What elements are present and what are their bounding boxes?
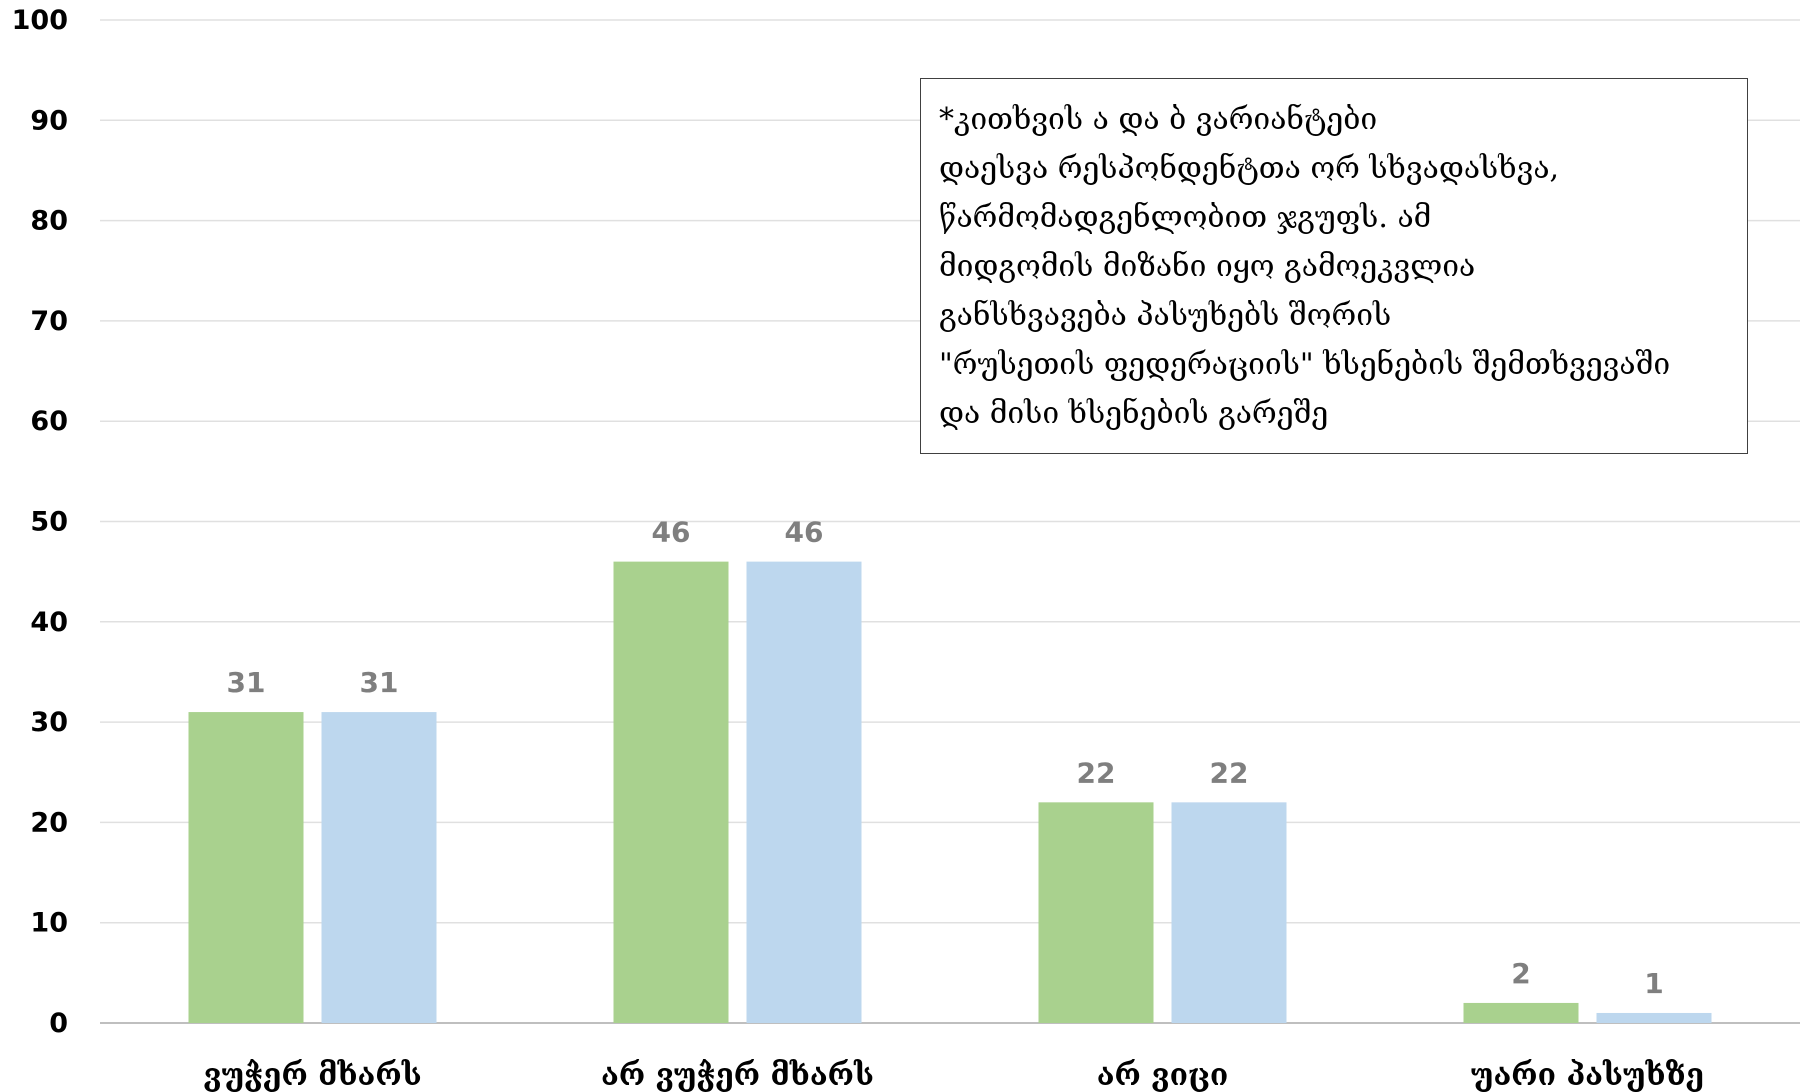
data-label: 31: [360, 666, 399, 699]
data-label: 1: [1644, 967, 1663, 1000]
y-tick-label: 60: [30, 406, 68, 437]
data-label: 46: [652, 516, 691, 549]
data-label: 2: [1511, 957, 1530, 990]
x-tick-label: ვუჭერ მხარს: [203, 1058, 421, 1092]
bar: [746, 561, 862, 1023]
bar: [1596, 1012, 1712, 1023]
y-tick-label: 100: [12, 5, 68, 36]
annotation-line: განსხვავება პასუხებს შორის: [939, 298, 1392, 333]
x-axis-ticks: ვუჭერ მხარს არ ვუჭერ მხარს არ ვიცი უარი პას…: [203, 1058, 1704, 1092]
annotation-line: დაესვა რესპონდენტთა ორ სხვადასხვა,: [939, 151, 1560, 186]
annotation-box: *კითხვის ა და ბ ვარიანტები დაესვა რესპონ…: [920, 78, 1748, 454]
y-tick-label: 80: [30, 206, 68, 237]
y-tick-label: 30: [30, 707, 68, 738]
x-tick-label: არ ვიცი: [1097, 1058, 1229, 1092]
annotation-line: მიდგომის მიზანი იყო გამოეკვლია: [939, 249, 1476, 284]
y-tick-label: 90: [30, 105, 68, 136]
y-tick-label: 10: [30, 908, 68, 939]
bars: [188, 561, 1712, 1023]
y-tick-label: 50: [30, 507, 68, 538]
x-tick-label: უარი პასუხზე: [1471, 1058, 1704, 1092]
x-tick-label: არ ვუჭერ მხარს: [601, 1058, 874, 1092]
data-label: 46: [785, 516, 824, 549]
bar: [1038, 802, 1154, 1023]
annotation-line: "რუსეთის ფედერაციის" ხსენების შემთხვევაშ…: [939, 347, 1671, 382]
y-axis-ticks: 0 10 20 30 40 50 60 70 80 90 100: [12, 5, 68, 1039]
bar: [1171, 802, 1287, 1023]
bar: [321, 712, 437, 1023]
annotation-line: და მისი ხსენების გარეშე: [939, 396, 1329, 431]
y-tick-label: 0: [49, 1008, 68, 1039]
data-label: 22: [1210, 756, 1249, 789]
bar: [188, 712, 304, 1023]
annotation-line: *კითხვის ა და ბ ვარიანტები: [939, 102, 1378, 137]
annotation-line: წარმომადგენლობით ჯგუფს. ამ: [939, 200, 1432, 235]
y-tick-label: 40: [30, 607, 68, 638]
bar: [1463, 1002, 1579, 1023]
bar: [613, 561, 729, 1023]
y-tick-label: 70: [30, 306, 68, 337]
data-label: 22: [1077, 756, 1116, 789]
y-tick-label: 20: [30, 807, 68, 838]
data-label: 31: [227, 666, 266, 699]
